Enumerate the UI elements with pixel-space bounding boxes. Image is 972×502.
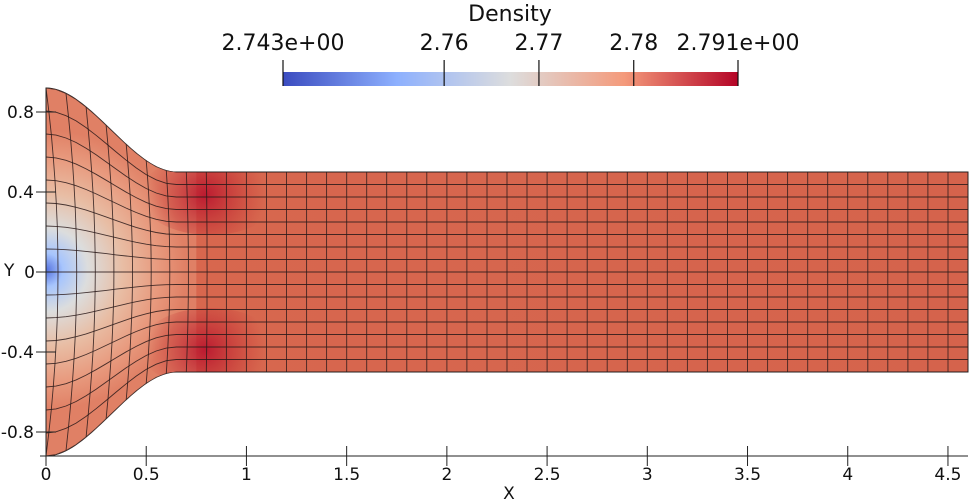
mesh-row xyxy=(46,133,968,198)
colorbar-tick-label: 2.77 xyxy=(514,31,563,56)
x-tick-label: 0.5 xyxy=(133,465,160,485)
mesh-row xyxy=(46,359,968,434)
y-axis-label: Y xyxy=(3,261,15,281)
mesh-row xyxy=(46,346,968,411)
colorbar-tick-label: 2.76 xyxy=(420,31,469,56)
y-tick-label: 0.8 xyxy=(7,103,34,123)
x-tick-label: 1.5 xyxy=(333,465,360,485)
colorbar-title: Density xyxy=(468,2,552,27)
mesh-row xyxy=(46,309,968,342)
x-tick-label: 3 xyxy=(642,465,653,485)
x-tick-label: 2.5 xyxy=(534,465,561,485)
x-tick-label: 4.5 xyxy=(934,465,961,485)
mesh-row xyxy=(46,284,968,296)
y-tick-label: -0.8 xyxy=(1,423,34,443)
colorbar: Density 2.743e+00 2.76 2.77 2.78 2.791e+00 xyxy=(222,2,800,86)
y-tick-label: -0.4 xyxy=(1,343,34,363)
mesh-grid xyxy=(46,88,968,456)
colorbar-gradient xyxy=(283,72,738,86)
x-tick-label: 2 xyxy=(441,465,452,485)
x-tick-label: 4 xyxy=(842,465,853,485)
colorbar-min-label: 2.743e+00 xyxy=(222,31,345,56)
mesh-row xyxy=(46,88,968,173)
high-density-spot-top xyxy=(140,155,280,235)
mesh-row xyxy=(46,321,968,365)
colorbar-tick-label: 2.78 xyxy=(609,31,658,56)
x-tick-label: 0 xyxy=(41,465,52,485)
colorbar-max-label: 2.791e+00 xyxy=(677,31,800,56)
axes: 0 0.5 1 1.5 2 2.5 3 3.5 4 4.5 0.8 0.4 0 -0.4 -0.8 X Y xyxy=(1,88,968,502)
x-tick-label: 3.5 xyxy=(734,465,761,485)
x-axis-label: X xyxy=(503,484,515,502)
mesh-row xyxy=(46,248,968,260)
mesh-row xyxy=(46,296,968,319)
x-tick-label: 1 xyxy=(241,465,252,485)
y-tick-label: 0.4 xyxy=(7,183,34,203)
mesh-row xyxy=(46,156,968,210)
high-density-spot-bottom xyxy=(140,308,280,388)
mesh-row xyxy=(46,225,968,248)
density-field xyxy=(45,87,969,457)
mesh-row xyxy=(46,202,968,235)
mesh-row xyxy=(46,110,968,185)
mesh-row xyxy=(46,334,968,388)
y-tick-label: 0 xyxy=(24,263,35,283)
mesh-row xyxy=(46,179,968,223)
mesh-row xyxy=(46,371,968,456)
